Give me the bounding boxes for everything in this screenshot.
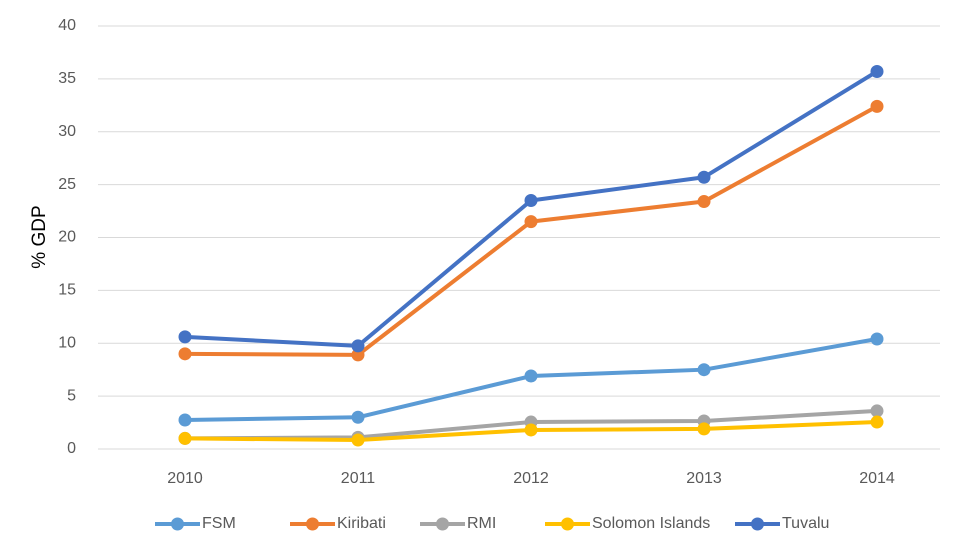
x-tick-label: 2014 (859, 470, 895, 487)
point (351, 433, 365, 447)
legend-label: FSM (202, 515, 236, 532)
x-tick-label: 2012 (513, 470, 549, 487)
point (351, 348, 365, 362)
legend-label: Tuvalu (782, 515, 829, 532)
legend-marker (171, 517, 184, 531)
point (524, 215, 538, 229)
legend-label: RMI (467, 515, 496, 532)
y-tick-label: 10 (58, 334, 76, 351)
legend-marker (306, 517, 319, 531)
point (178, 413, 192, 427)
x-tick-label: 2013 (686, 470, 722, 487)
legend-marker (751, 517, 764, 531)
point (697, 170, 711, 184)
x-tick-label: 2010 (167, 470, 203, 487)
y-tick-label: 20 (58, 229, 76, 246)
point (870, 415, 884, 429)
y-tick-label: 0 (67, 440, 76, 457)
point (178, 347, 192, 361)
legend-marker (561, 517, 574, 531)
point (524, 369, 538, 383)
y-tick-label: 30 (58, 123, 76, 140)
y-axis-label: % GDP (29, 205, 50, 268)
point (697, 422, 711, 436)
legend-label: Solomon Islands (592, 515, 710, 532)
series-line (184, 69, 879, 348)
point (870, 99, 884, 113)
point (697, 195, 711, 209)
point (870, 404, 884, 418)
y-tick-label: 40 (58, 17, 76, 34)
y-tick-label: 35 (58, 70, 76, 87)
y-tick-label: 25 (58, 176, 76, 193)
legend-marker (436, 517, 449, 531)
point (870, 332, 884, 346)
point (351, 339, 365, 353)
point (178, 431, 192, 445)
point (697, 363, 711, 377)
point (524, 193, 538, 207)
point (351, 410, 365, 424)
series-line (184, 104, 878, 357)
y-tick-label: 15 (58, 282, 76, 299)
point (524, 423, 538, 437)
point (178, 330, 192, 344)
legend-label: Kiribati (337, 515, 386, 532)
point (870, 64, 884, 78)
x-tick-label: 2011 (341, 470, 376, 487)
y-tick-label: 5 (67, 387, 76, 404)
